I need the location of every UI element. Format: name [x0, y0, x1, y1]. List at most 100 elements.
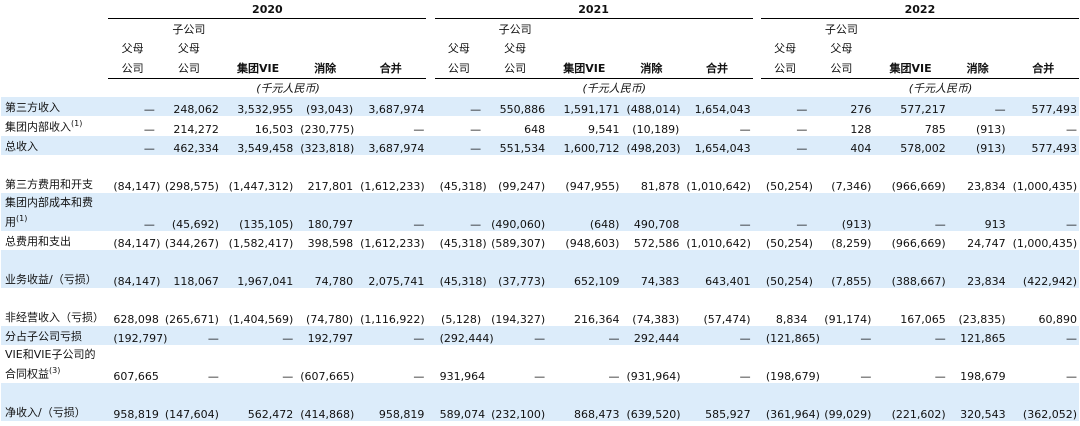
- table-cell: —: [355, 192, 427, 231]
- parent-header: 父母: [447, 41, 470, 55]
- table-cell: (230,775): [300, 122, 355, 136]
- year-gap: [426, 231, 434, 250]
- table-cell: 24,747: [967, 236, 1006, 250]
- table-cell: —: [108, 97, 157, 116]
- table-cell: (91,174): [824, 312, 872, 326]
- table-cell: (84,147): [113, 236, 161, 250]
- table-cell: 198,679: [960, 369, 1006, 383]
- table-cell: (1,010,642): [686, 236, 751, 250]
- table-cell: (265,671): [164, 312, 219, 326]
- table-cell: (23,835): [958, 312, 1006, 326]
- table-cell: —: [873, 192, 948, 231]
- table-cell: —: [483, 325, 548, 345]
- table-cell: 404: [809, 135, 874, 155]
- table-row: 第三方收入 —248,062 3,532,955 (93,043) 3,687,974—…: [1, 97, 1079, 116]
- table-cell: 462,334: [156, 135, 221, 155]
- table-cell: (498,203): [621, 135, 682, 155]
- table-cell: 785: [924, 122, 946, 136]
- subsidiary-header: 子公司: [498, 22, 532, 36]
- parent-header-row: 父母 父母 父母 父母 父母 父母: [1, 38, 1079, 57]
- table-cell: 652,109: [547, 249, 622, 288]
- table-cell: (135,105): [220, 192, 296, 231]
- year-gap: [752, 325, 761, 345]
- table-row: 业务收益/（亏损） (84,147) 118,067 1,967,041 74,780 2…: [1, 249, 1079, 288]
- table-cell: 3,687,974: [355, 97, 427, 116]
- table-cell: —: [947, 97, 1008, 116]
- table-cell: 276: [809, 97, 874, 116]
- elimination-header: 消除: [295, 57, 356, 79]
- year-gap: [426, 249, 435, 288]
- table-cell: 589,074: [434, 382, 485, 421]
- table-cell: 1,967,041: [220, 249, 296, 288]
- table-cell: —: [534, 369, 546, 383]
- table-cell: (344,267): [164, 236, 219, 250]
- table-cell: (966,669): [891, 236, 946, 250]
- subsidiary-company-header: 公司: [809, 57, 874, 79]
- parent-company-header: 公司: [108, 57, 157, 79]
- table-cell: 1,591,171: [547, 97, 622, 116]
- year-gap: [753, 231, 761, 250]
- table-cell: 931,964: [439, 369, 486, 383]
- year-gap: [753, 116, 761, 136]
- table-cell: (913): [947, 135, 1008, 155]
- table-cell: 3,687,974: [355, 135, 427, 155]
- row-label-text: 第三方费用和开支: [5, 177, 93, 191]
- elimination-header: 消除: [621, 57, 682, 79]
- table-cell: (147,604): [156, 382, 221, 421]
- row-label-text: 非经营收入（亏损）: [5, 310, 104, 324]
- table-cell: 958,819: [355, 382, 427, 421]
- year-gap: [752, 97, 761, 116]
- year-gap: [753, 288, 761, 326]
- table-cell: 216,364: [573, 312, 620, 326]
- table-cell: (45,692): [156, 192, 221, 231]
- vie-header: 集团VIE: [220, 57, 296, 79]
- table-cell: 643,401: [681, 249, 753, 288]
- table-cell: (947,955): [565, 179, 620, 193]
- row-label: 总收入: [1, 135, 109, 155]
- table-cell: (37,773): [483, 249, 548, 288]
- table-cell: 214,272: [173, 122, 219, 136]
- table-cell: (1,404,569): [228, 312, 294, 326]
- table-cell: —: [1007, 325, 1079, 345]
- table-cell: —: [207, 369, 219, 383]
- row-label: 集团内部成本和费用(1): [1, 192, 109, 231]
- subsidiary-parent-header: 父母: [830, 41, 853, 55]
- table-cell: 81,878: [640, 179, 680, 193]
- table-cell: (74,780): [306, 312, 354, 326]
- table-cell: 3,532,955: [220, 97, 296, 116]
- table-cell: 167,065: [900, 312, 946, 326]
- table-cell: (45,318): [439, 179, 487, 193]
- year-gap: [426, 97, 435, 116]
- year-gap: [426, 345, 434, 383]
- table-cell: 23,834: [967, 179, 1006, 193]
- table-row: 集团内部收入(1) — 214,272 16,503 (230,775) — — 648 9,5…: [1, 116, 1079, 136]
- table-cell: (74,383): [632, 312, 680, 326]
- table-cell: (84,147): [108, 249, 160, 288]
- table-cell: —: [413, 369, 425, 383]
- row-label-text: 总收入: [5, 139, 38, 153]
- table-cell: 217,801: [307, 179, 354, 193]
- table-cell: (7,346): [831, 179, 872, 193]
- year-gap: [752, 135, 761, 155]
- table-cell: —: [608, 369, 620, 383]
- vie-header: 集团VIE: [873, 57, 948, 79]
- table-cell: —: [470, 122, 482, 136]
- table-cell: 572,586: [633, 236, 680, 250]
- table-row: 分占子公司亏损 (192,797) — —192,797— (292,444) — —292…: [1, 325, 1079, 345]
- table-cell: (1,447,312): [228, 179, 294, 193]
- subsidiary-company-header: 公司: [483, 57, 548, 79]
- table-cell: (488,014): [621, 97, 682, 116]
- table-cell: (1,582,417): [228, 236, 294, 250]
- subsidiary-parent-header: 父母: [504, 41, 527, 55]
- row-label: VIE和VIE子公司的合同权益(3): [1, 345, 108, 383]
- consolidated-header: 合并: [1007, 57, 1079, 79]
- table-cell: —: [739, 369, 751, 383]
- table-cell: 23,834: [947, 249, 1008, 288]
- table-cell: 577,217: [873, 97, 948, 116]
- table-cell: (99,247): [498, 179, 546, 193]
- unit-row: (千元人民币) (千元人民币) (千元人民币): [1, 79, 1079, 98]
- table-cell: (388,667): [873, 249, 948, 288]
- table-cell: (589,307): [491, 236, 546, 250]
